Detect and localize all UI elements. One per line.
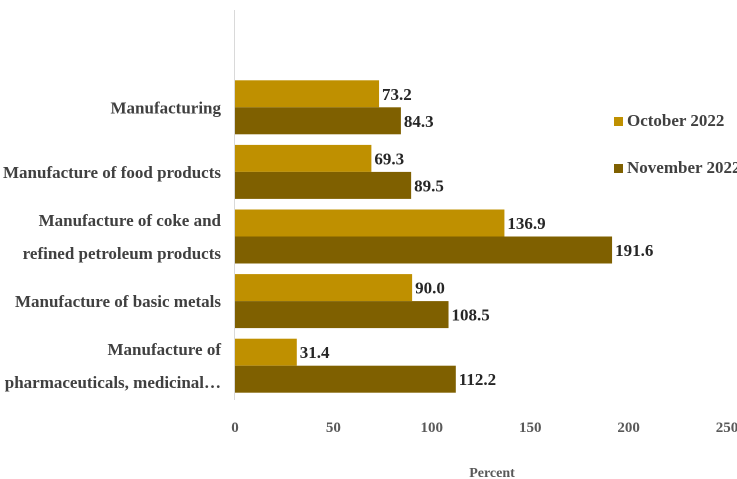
data-labels-group: 73.2 84.369.3 89.5 136.9 191.6 90.0 108.5 31.4 1… <box>300 85 654 389</box>
category-labels-group: Manufacturing Manufacture of food product… <box>3 98 222 392</box>
bar-1-2 <box>235 144 372 172</box>
data-label-2-5: 112.2 <box>459 370 496 389</box>
category-label-2: Manufacture of food products <box>3 163 221 182</box>
data-label-1-4: 90.0 <box>415 279 445 298</box>
x-tick-label-6: 250 <box>716 420 737 436</box>
x-tick-label-5: 200 <box>617 420 640 436</box>
data-label-2-2: 89.5 <box>414 176 444 195</box>
legend-swatch-1 <box>614 117 623 126</box>
bar-2-3 <box>235 236 613 264</box>
data-label-2-1: 84.3 <box>404 112 434 131</box>
x-tick-label-4: 150 <box>519 420 542 436</box>
data-label-1-1: 73.2 <box>382 85 412 104</box>
bar-2-1 <box>235 107 401 135</box>
data-label-1-3: 136.9 <box>507 214 545 233</box>
bar-2-5 <box>235 365 456 393</box>
bars-group <box>235 80 613 393</box>
x-tick-labels-group: 0 50 100 150 200 250 <box>231 420 737 436</box>
category-label-5-line-1: Manufacture of <box>108 340 222 359</box>
data-label-2-4: 108.5 <box>452 306 490 325</box>
bar-1-3 <box>235 209 505 237</box>
x-tick-label-1: 0 <box>231 420 239 436</box>
bar-1-4 <box>235 274 413 302</box>
category-label-5-line-2: pharmaceuticals, medicinal… <box>5 373 221 392</box>
legend-swatch-2 <box>614 164 623 173</box>
data-label-1-2: 69.3 <box>374 149 404 168</box>
data-label-2-3: 191.6 <box>615 241 653 260</box>
category-label-3-line-1: Manufacture of coke and <box>39 211 222 230</box>
data-label-1-5: 31.4 <box>300 343 330 362</box>
x-axis-title: Percent <box>469 466 515 479</box>
bar-2-2 <box>235 171 412 199</box>
bar-2-4 <box>235 301 449 329</box>
legend: October 2022 November 2022 <box>614 111 737 177</box>
category-label-1: Manufacturing <box>111 98 222 117</box>
x-tick-label-2: 50 <box>326 420 341 436</box>
category-label-4: Manufacture of basic metals <box>15 292 221 311</box>
x-tick-label-3: 100 <box>421 420 444 436</box>
category-label-3-line-2: refined petroleum products <box>23 244 222 263</box>
legend-label-1: October 2022 <box>627 111 724 130</box>
bar-1-1 <box>235 80 380 108</box>
legend-label-2: November 2022 <box>627 158 737 177</box>
bar-1-5 <box>235 338 297 366</box>
